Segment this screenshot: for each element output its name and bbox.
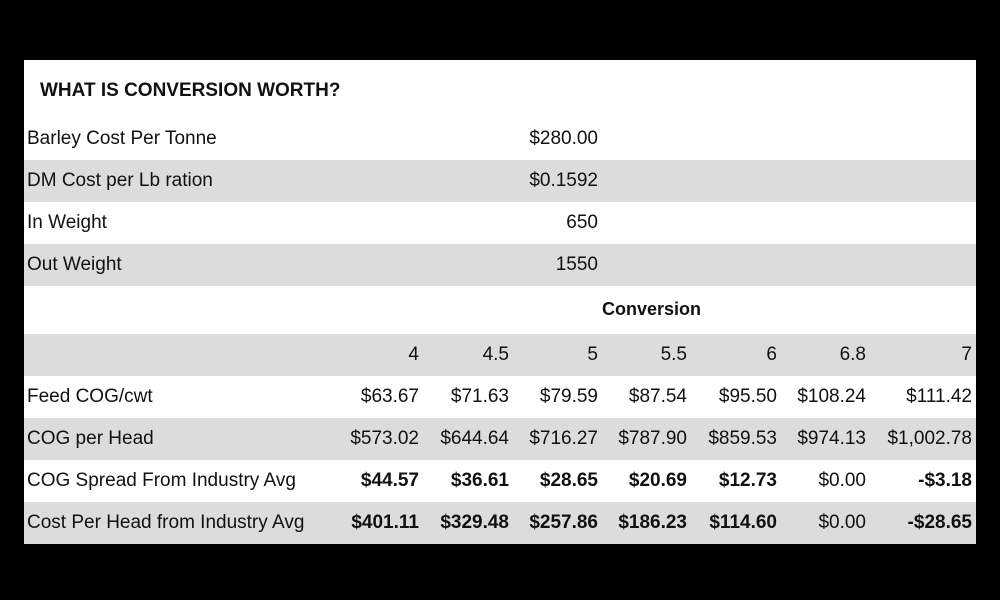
value-cell: $12.73 <box>718 470 777 491</box>
value-cell: $87.54 <box>628 386 687 407</box>
param-row-barley-cost: Barley Cost Per Tonne $280.00 <box>24 118 976 160</box>
value-cell: $95.50 <box>718 386 777 407</box>
param-row-out-weight: Out Weight 1550 <box>24 244 976 286</box>
conversion-value-cell: 7 <box>961 344 972 365</box>
conversion-header: Conversion <box>602 299 702 319</box>
row-label: Cost Per Head from Industry Avg <box>27 512 305 533</box>
conversion-value-cell: 4.5 <box>482 344 509 365</box>
param-row-in-weight: In Weight 650 <box>24 202 976 244</box>
value-cell: $79.59 <box>539 386 598 407</box>
value-cell: -$28.65 <box>907 512 972 533</box>
data-row-feed-cog: Feed COG/cwt $63.67 $71.63 $79.59 $87.54 $95… <box>24 376 976 418</box>
value-cell: $401.11 <box>351 512 419 533</box>
sheet-title: WHAT IS CONVERSION WORTH? <box>40 80 341 101</box>
param-row-dm-cost: DM Cost per Lb ration $0.1592 <box>24 160 976 202</box>
value-cell: $186.23 <box>618 512 687 533</box>
conversion-value-cell: 4 <box>408 344 419 365</box>
param-value: 1550 <box>555 254 598 275</box>
value-cell: $1,002.78 <box>887 428 972 449</box>
value-cell: $329.48 <box>440 512 509 533</box>
value-cell: $63.67 <box>360 386 419 407</box>
value-cell: $716.27 <box>529 428 598 449</box>
conversion-value-cell: 6.8 <box>839 344 866 365</box>
value-cell: $644.64 <box>440 428 509 449</box>
row-label: Feed COG/cwt <box>27 386 153 407</box>
param-label: In Weight <box>27 212 107 233</box>
value-cell: $36.61 <box>450 470 509 491</box>
value-cell: $257.86 <box>529 512 598 533</box>
param-label: Out Weight <box>27 254 122 275</box>
value-cell: $573.02 <box>350 428 419 449</box>
value-cell: $0.00 <box>818 512 866 533</box>
value-cell: $974.13 <box>797 428 866 449</box>
value-cell: $28.65 <box>539 470 598 491</box>
row-label: COG per Head <box>27 428 154 449</box>
value-cell: $20.69 <box>628 470 687 491</box>
value-cell: $44.57 <box>360 470 419 491</box>
conversion-value-cell: 5.5 <box>660 344 687 365</box>
conversion-value-cell: 6 <box>766 344 777 365</box>
param-label: Barley Cost Per Tonne <box>27 128 217 149</box>
conversion-value-cell: 5 <box>587 344 598 365</box>
value-cell: $111.42 <box>906 386 972 407</box>
param-label: DM Cost per Lb ration <box>27 170 213 191</box>
value-cell: $787.90 <box>618 428 687 449</box>
value-cell: -$3.18 <box>918 470 972 491</box>
value-cell: $859.53 <box>708 428 777 449</box>
conversion-header-row: Conversion <box>24 288 976 330</box>
row-label: COG Spread From Industry Avg <box>27 470 296 491</box>
value-cell: $108.24 <box>797 386 866 407</box>
value-cell: $71.63 <box>450 386 509 407</box>
param-value: 650 <box>566 212 598 233</box>
param-value: $280.00 <box>529 128 598 149</box>
value-cell: $0.00 <box>818 470 866 491</box>
spreadsheet-table: WHAT IS CONVERSION WORTH? Barley Cost Pe… <box>24 60 976 544</box>
conversion-values-row: 4 4.5 5 5.5 6 6.8 7 <box>24 334 976 376</box>
data-row-cost-per-head: Cost Per Head from Industry Avg $401.11 $… <box>24 502 976 544</box>
data-row-cog-per-head: COG per Head $573.02 $644.64 $716.27 $787.9… <box>24 418 976 460</box>
data-row-cog-spread: COG Spread From Industry Avg $44.57 $36.6… <box>24 460 976 502</box>
param-value: $0.1592 <box>529 170 598 191</box>
title-row: WHAT IS CONVERSION WORTH? <box>24 60 976 118</box>
value-cell: $114.60 <box>709 512 777 533</box>
